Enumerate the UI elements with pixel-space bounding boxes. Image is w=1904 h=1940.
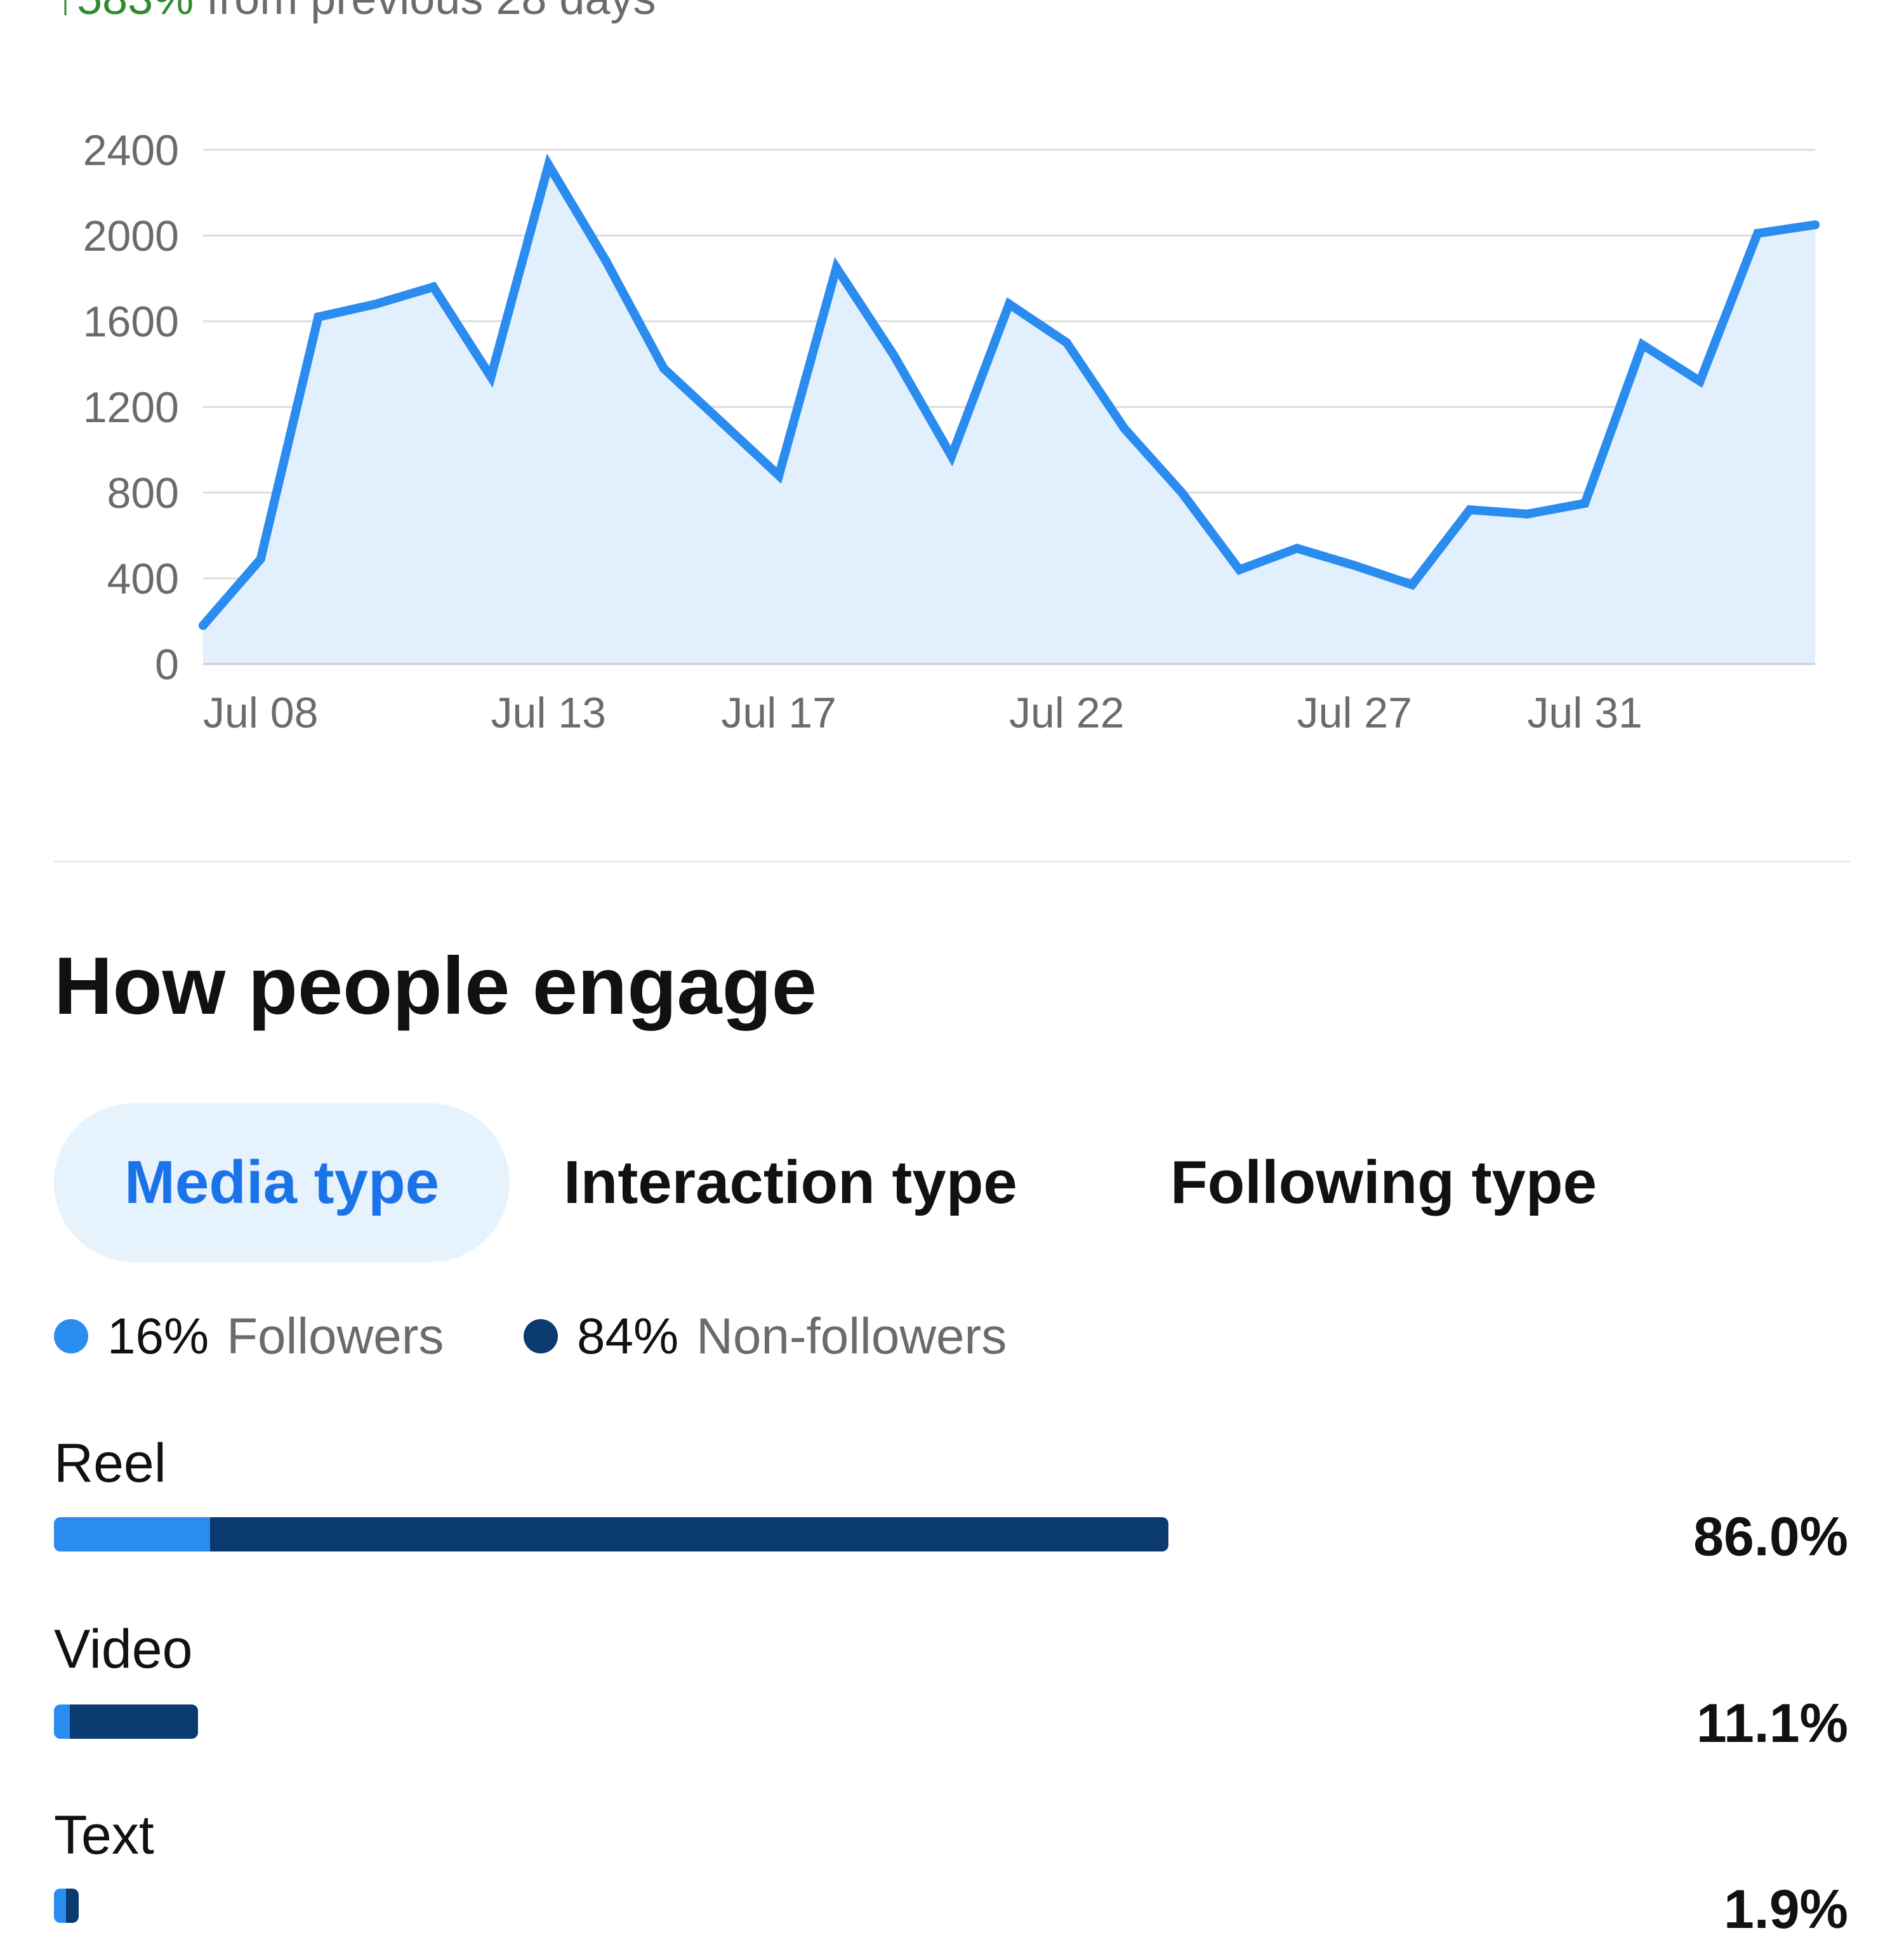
data-point	[1695, 376, 1705, 386]
y-tick-label: 2000	[83, 212, 179, 260]
engagement-area-chart: 2400 2000 1600 1200 800 400 0 Jul 08 Jul 13 Jul 1…	[83, 126, 1820, 737]
y-tick-label: 400	[107, 555, 179, 603]
y-tick-label: 800	[107, 469, 179, 517]
data-point	[486, 372, 496, 382]
data-point	[1234, 565, 1244, 575]
engagement-area-fill	[203, 164, 1815, 664]
data-point	[1523, 509, 1532, 519]
media-row-value-reel: 86.0%	[1693, 1506, 1848, 1567]
data-point	[1292, 543, 1302, 553]
media-bar-video	[54, 1704, 198, 1739]
media-bar-reel	[54, 1517, 1169, 1551]
y-tick-label: 1600	[83, 298, 179, 346]
non-followers-label: Non-followers	[696, 1308, 1007, 1364]
change-period-text: from previous 28 days	[206, 0, 656, 24]
media-bar-followers-segment	[54, 1889, 67, 1923]
media-row-label-reel: Reel	[54, 1433, 166, 1494]
followers-label: Followers	[227, 1308, 444, 1364]
media-row-label-video: Video	[54, 1619, 193, 1680]
legend-non-followers: 84% Non-followers	[524, 1308, 1007, 1365]
non-followers-percent: 84%	[577, 1308, 679, 1364]
data-point	[1580, 498, 1590, 508]
data-point	[1177, 488, 1187, 497]
media-bar-followers-segment	[54, 1517, 210, 1551]
engagement-change-summary: ↑583% from previous 28 days	[54, 0, 656, 22]
data-point	[1005, 300, 1014, 309]
media-bar-text	[54, 1889, 79, 1923]
data-point	[774, 471, 784, 480]
data-point	[1811, 220, 1820, 230]
y-tick-label: 0	[155, 641, 179, 689]
y-tick-label: 2400	[83, 126, 179, 175]
non-followers-dot-icon	[524, 1319, 558, 1353]
x-tick-label: Jul 13	[491, 689, 606, 737]
legend-followers: 16% Followers	[54, 1308, 444, 1365]
section-divider	[54, 861, 1850, 862]
x-tick-label: Jul 08	[203, 689, 318, 737]
data-point	[371, 300, 381, 309]
media-bar-non-followers-segment	[209, 1517, 1169, 1551]
data-point	[1408, 580, 1417, 590]
data-point	[831, 263, 841, 272]
data-point	[659, 364, 668, 373]
data-point	[544, 160, 553, 169]
data-point	[428, 282, 438, 291]
tab-media-type[interactable]: Media type	[54, 1103, 510, 1262]
followers-dot-icon	[54, 1319, 88, 1353]
x-tick-label: Jul 31	[1527, 689, 1642, 737]
media-bar-followers-segment	[54, 1704, 70, 1739]
section-title: How people engage	[54, 941, 817, 1032]
tab-interaction-type[interactable]: Interaction type	[564, 1148, 1017, 1216]
followers-percent: 16%	[107, 1308, 209, 1364]
data-point	[889, 351, 899, 360]
data-point	[314, 312, 323, 322]
tab-following-type[interactable]: Following type	[1170, 1148, 1597, 1216]
media-row-value-text: 1.9%	[1723, 1879, 1848, 1940]
media-row-label-text: Text	[54, 1805, 154, 1866]
data-point	[1637, 340, 1647, 350]
change-percent: ↑583%	[54, 0, 194, 24]
media-bar-non-followers-segment	[69, 1704, 198, 1739]
data-point	[1753, 229, 1762, 238]
y-tick-label: 1200	[83, 383, 179, 432]
data-point	[1120, 423, 1129, 433]
x-tick-label: Jul 27	[1297, 689, 1412, 737]
data-point	[1062, 338, 1071, 347]
data-point	[256, 554, 265, 564]
x-tick-label: Jul 17	[721, 689, 836, 737]
media-bar-non-followers-segment	[66, 1889, 79, 1923]
data-point	[199, 621, 208, 630]
data-point	[1350, 561, 1359, 570]
media-row-value-video: 11.1%	[1696, 1693, 1848, 1754]
data-point	[602, 256, 611, 266]
data-point	[947, 451, 956, 461]
data-point	[717, 417, 726, 427]
data-point	[1465, 505, 1474, 514]
x-tick-label: Jul 22	[1009, 689, 1124, 737]
